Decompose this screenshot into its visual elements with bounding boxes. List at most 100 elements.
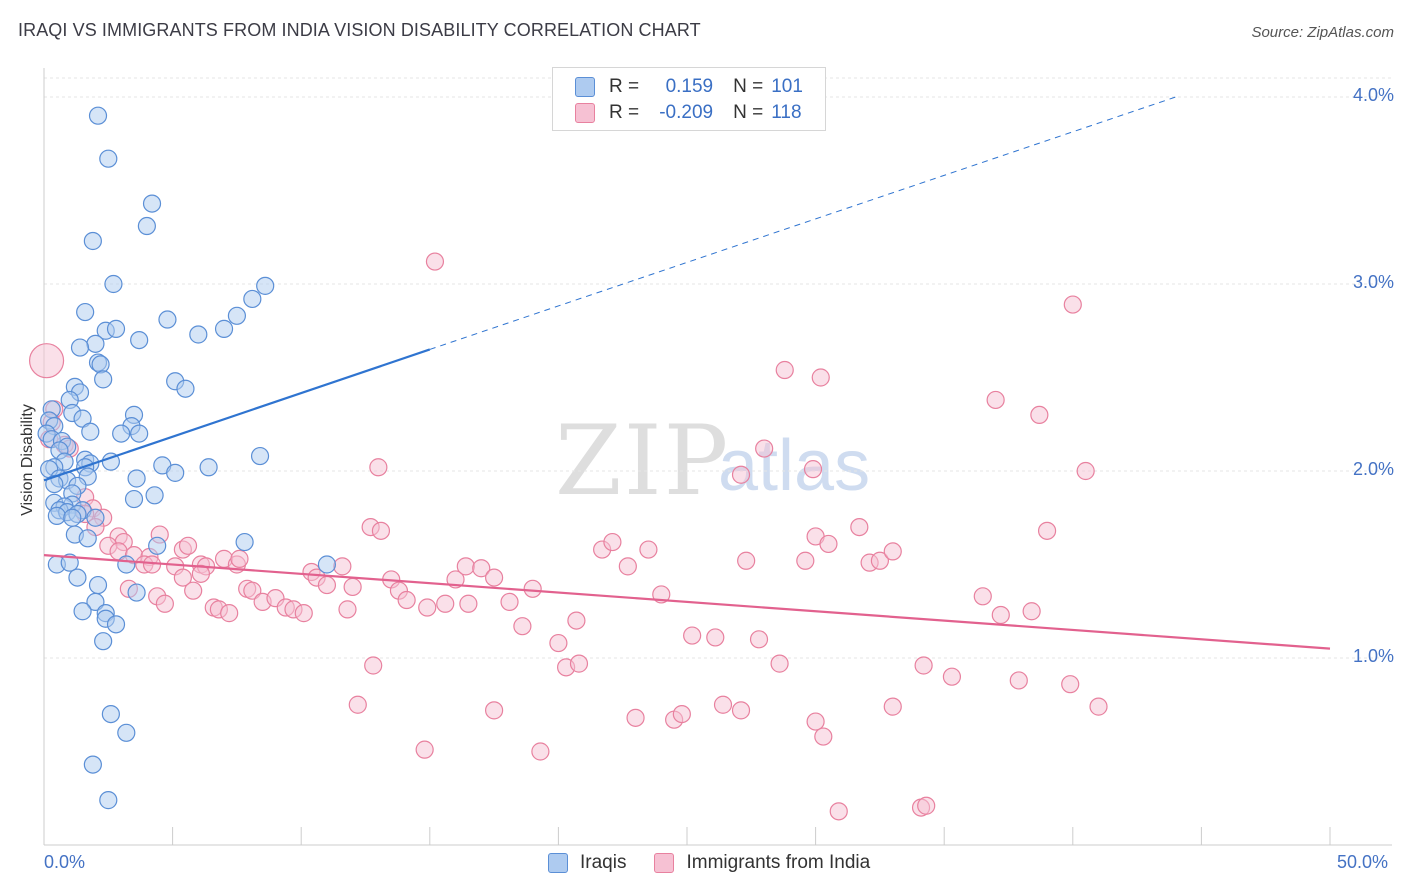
- legend-swatch-iraqis: [548, 853, 568, 873]
- india-point: [626, 708, 645, 727]
- india-point: [731, 465, 751, 484]
- y-tick-label: 1.0%: [1352, 646, 1394, 666]
- iraqi-point: [68, 568, 87, 587]
- iraqi-point: [137, 216, 156, 236]
- india-point: [523, 579, 542, 598]
- india-point: [914, 656, 933, 675]
- iraqi-point: [117, 555, 136, 574]
- legend-label-india: Immigrants from India: [686, 852, 871, 873]
- india-point: [1089, 697, 1108, 716]
- legend-r-label: R =: [609, 76, 640, 97]
- india-point: [672, 704, 691, 724]
- iraqi-point: [83, 755, 102, 774]
- iraqi-point: [199, 458, 218, 477]
- india-point: [1076, 461, 1095, 481]
- iraqi-point: [127, 583, 146, 602]
- y-tick-label: 2.0%: [1352, 459, 1394, 479]
- iraqi-point: [158, 310, 177, 329]
- india-point: [883, 697, 902, 716]
- india-point: [1063, 295, 1082, 314]
- legend-r-label: R =: [609, 102, 640, 123]
- iraqi-point: [88, 575, 108, 595]
- iraqi-point: [76, 302, 95, 322]
- india-point: [459, 594, 478, 613]
- y-tick-label: 4.0%: [1352, 85, 1394, 105]
- iraqi-point: [250, 446, 270, 466]
- india-point: [178, 536, 198, 555]
- india-point: [173, 568, 192, 587]
- india-point: [796, 551, 815, 570]
- iraqi-point: [256, 276, 275, 295]
- trend-lines: [43, 96, 1331, 650]
- iraqi-point: [130, 424, 149, 443]
- india-point: [829, 802, 848, 821]
- india-point: [371, 521, 391, 540]
- legend-n-label: N =: [733, 76, 764, 97]
- trend-line-iraqis: [43, 348, 431, 482]
- y-tick-label: 3.0%: [1352, 272, 1394, 292]
- iraqi-point: [142, 194, 162, 213]
- iraqi-point: [130, 331, 149, 350]
- india-point: [811, 368, 830, 387]
- iraqi-point: [70, 338, 90, 357]
- legend-n-value-india: 118: [771, 102, 802, 123]
- grid-lines: [44, 77, 1392, 659]
- india-point: [749, 630, 769, 649]
- india-point: [737, 551, 756, 570]
- india-point: [755, 439, 774, 458]
- iraqi-point: [73, 602, 92, 621]
- iraqi-point: [86, 592, 105, 612]
- india-point: [803, 460, 823, 479]
- india-point: [220, 604, 239, 623]
- india-point: [155, 594, 174, 613]
- india-point: [343, 577, 362, 597]
- trend-line-iraqis-extension: [429, 96, 1176, 350]
- india-point: [436, 594, 455, 613]
- india-point: [415, 740, 434, 759]
- india-point: [775, 360, 794, 380]
- legend-swatch-india: [575, 103, 595, 123]
- iraqi-point: [91, 355, 110, 374]
- iraqi-point: [124, 489, 144, 509]
- iraqi-point: [227, 306, 246, 325]
- iraqi-point: [86, 334, 105, 353]
- india-point: [850, 517, 869, 537]
- legend-item-india: Immigrants from India: [654, 852, 870, 874]
- india-point: [397, 590, 416, 610]
- india-point: [456, 557, 475, 576]
- india-point: [770, 654, 789, 673]
- iraqi-point: [166, 463, 185, 482]
- iraqi-point: [99, 791, 118, 810]
- india-point: [1009, 671, 1028, 690]
- india-point: [814, 727, 833, 746]
- india-point: [639, 540, 658, 559]
- chart-title: IRAQI VS IMMIGRANTS FROM INDIA VISION DI…: [18, 20, 701, 40]
- india-point: [500, 592, 519, 612]
- iraqi-point: [127, 469, 146, 488]
- india-point: [991, 605, 1010, 625]
- india-point: [472, 559, 491, 578]
- india-point: [603, 532, 622, 552]
- legend-label-iraqis: Iraqis: [580, 852, 627, 873]
- iraqi-point: [106, 319, 126, 338]
- iraqi-point: [86, 508, 105, 527]
- india-point: [883, 542, 902, 561]
- india-point: [513, 617, 532, 636]
- india-point: [294, 604, 313, 623]
- x-tick-label-max: 50.0%: [1336, 852, 1388, 872]
- iraqi-point: [235, 532, 254, 552]
- legend-r-value-iraqis: 0.159: [665, 76, 714, 97]
- iraqi-point: [145, 486, 164, 505]
- india-point: [1022, 602, 1041, 621]
- series-iraqi-points: [37, 106, 337, 810]
- india-point: [369, 458, 388, 477]
- iraqi-point: [63, 508, 82, 527]
- india-point: [942, 667, 962, 686]
- iraqi-point: [94, 632, 113, 651]
- iraqi-point: [78, 529, 97, 548]
- india-point: [549, 633, 568, 653]
- india-point: [485, 568, 504, 587]
- iraqi-point: [88, 106, 108, 125]
- iraqi-point: [106, 615, 126, 634]
